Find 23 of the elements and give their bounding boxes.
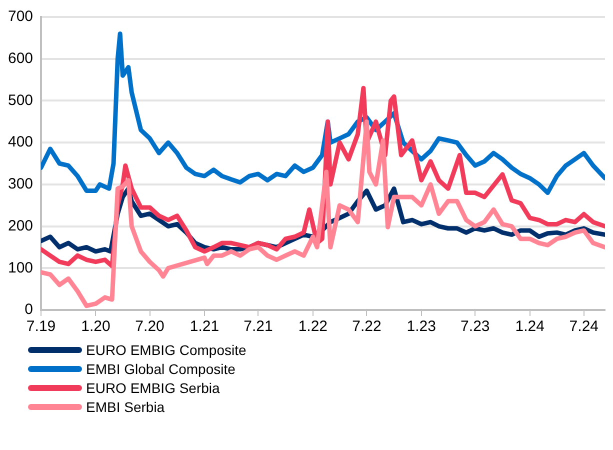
y-tick-label: 500 [8, 92, 34, 109]
y-tick-label: 0 [24, 301, 34, 318]
x-tick-label: 7.21 [244, 318, 273, 336]
x-tick-label: 1.23 [406, 318, 436, 336]
x-tick-label: 7.24 [569, 318, 599, 336]
y-tick-label: 600 [8, 50, 34, 67]
legend-label: EMBI Serbia [86, 398, 165, 414]
y-tick-label: 700 [8, 8, 34, 26]
x-tick-label: 1.21 [190, 318, 220, 336]
legend-label: EURO EMBIG Composite [86, 342, 246, 358]
x-tick-label: 7.19 [26, 318, 56, 336]
y-tick-label: 300 [8, 176, 34, 193]
x-tick-label: 1.22 [298, 318, 328, 336]
legend-label: EURO EMBIG Serbia [86, 380, 220, 396]
x-tick-label: 7.23 [460, 318, 490, 336]
x-tick-label: 1.24 [515, 318, 544, 336]
y-tick-label: 200 [8, 217, 34, 234]
legend-label: EMBI Global Composite [86, 360, 236, 376]
x-tick-label: 7.20 [135, 318, 164, 336]
x-tick-label: 1.20 [81, 318, 110, 336]
x-tick-label: 7.22 [352, 318, 382, 336]
y-tick-label: 400 [8, 134, 34, 151]
y-tick-label: 100 [8, 259, 34, 276]
